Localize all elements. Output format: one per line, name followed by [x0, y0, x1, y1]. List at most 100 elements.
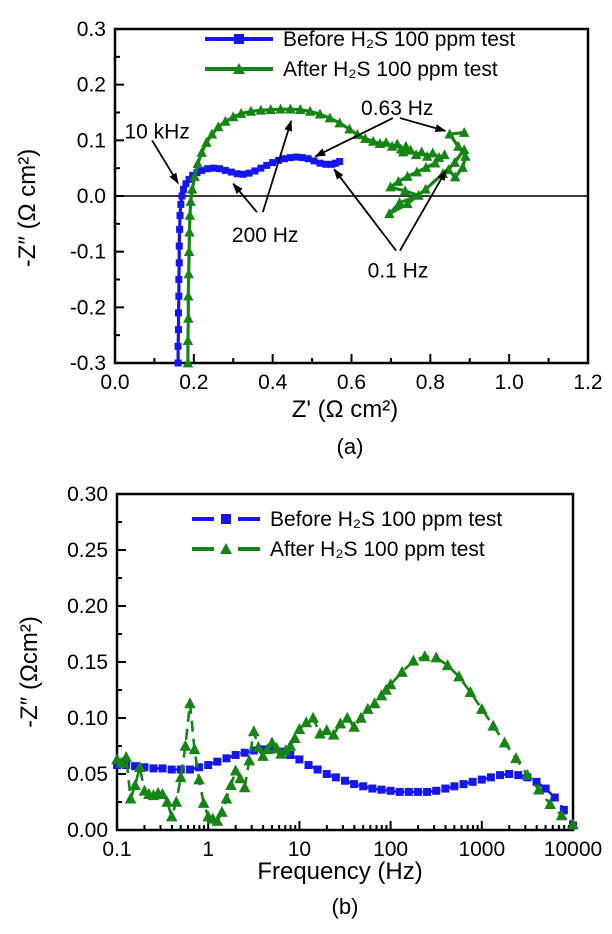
y-tick-label: -0.1 — [70, 241, 106, 264]
data-point-before-a — [251, 167, 259, 175]
data-point-before-b — [185, 765, 194, 774]
data-point-before-a — [336, 157, 344, 165]
data-point-after-b — [533, 783, 545, 795]
data-point-before-b — [477, 775, 486, 784]
data-point-after-b — [252, 740, 265, 752]
data-point-after-a — [213, 121, 224, 132]
data-point-after-a — [420, 162, 432, 172]
data-point-before-b — [258, 745, 267, 754]
series-line-before-a — [176, 155, 341, 363]
data-point-after-b — [555, 809, 568, 821]
data-point-before-b — [195, 763, 204, 772]
data-point-after-b — [334, 717, 347, 729]
data-point-after-a — [433, 152, 445, 162]
data-point-before-a — [210, 164, 218, 172]
data-point-before-b — [268, 745, 277, 754]
annotation-label: 0.1 Hz — [368, 259, 429, 282]
data-point-after-b — [407, 654, 420, 666]
data-point-after-b — [375, 689, 388, 701]
data-point-before-b — [322, 770, 331, 778]
data-point-before-a — [185, 175, 193, 183]
x-tick-label: 0.8 — [416, 371, 445, 394]
data-point-after-a — [384, 208, 395, 219]
data-point-after-a — [285, 103, 296, 114]
data-point-before-a — [180, 185, 188, 193]
data-point-after-b — [355, 711, 367, 723]
data-point-before-a — [263, 161, 271, 169]
data-point-before-b — [240, 748, 249, 757]
legend-label-before-b: Before H₂S 100 ppm test — [270, 507, 503, 531]
data-point-after-a — [206, 128, 218, 139]
data-point-after-b — [161, 795, 173, 807]
y-tick-label: -0.3 — [70, 352, 106, 375]
data-point-after-a — [255, 104, 267, 115]
data-point-after-b — [418, 650, 431, 662]
data-point-before-a — [174, 309, 182, 317]
legend-key-before-solid-icon — [205, 34, 273, 44]
data-point-after-a — [228, 111, 239, 122]
data-point-after-b — [396, 665, 408, 677]
annotation-label: 200 Hz — [232, 224, 299, 247]
data-point-before-b — [441, 784, 450, 793]
data-point-before-a — [316, 159, 324, 167]
annotation-arrow — [261, 119, 293, 213]
data-point-before-b — [368, 784, 377, 793]
legend-item-after-a: After H₂S 100 ppm test — [203, 57, 515, 81]
data-point-after-b — [341, 711, 354, 723]
data-point-after-a — [245, 105, 257, 116]
x-tick-label: 100 — [373, 838, 408, 861]
data-point-after-b — [380, 683, 392, 695]
data-point-after-a — [367, 135, 379, 146]
data-point-after-b — [487, 719, 500, 731]
data-point-after-b — [320, 724, 333, 736]
data-point-after-b — [521, 768, 534, 780]
plot-b-x-axis-title: Frequency (Hz) — [257, 858, 423, 885]
data-point-before-b — [459, 780, 468, 789]
data-point-after-a — [460, 150, 471, 161]
data-point-after-b — [238, 781, 251, 793]
data-point-after-a — [420, 183, 431, 194]
annotation-arrow — [314, 117, 394, 158]
data-point-before-b — [468, 777, 477, 786]
data-point-after-b — [115, 756, 128, 768]
data-point-before-b — [386, 786, 395, 795]
data-point-after-a — [196, 147, 207, 157]
data-point-after-a — [416, 146, 427, 157]
data-point-after-b — [266, 736, 278, 748]
data-point-after-b — [193, 773, 205, 785]
data-point-after-a — [421, 150, 433, 161]
data-point-after-b — [229, 764, 242, 776]
legend-item-before-b: Before H₂S 100 ppm test — [190, 507, 502, 531]
data-point-after-a — [275, 103, 286, 114]
data-point-after-a — [184, 226, 195, 237]
data-point-after-a — [304, 105, 316, 116]
data-point-after-a — [380, 136, 392, 147]
data-point-before-a — [178, 192, 186, 200]
plot-panel-a: 0.0 0.2 0.4 0.6 0.8 1.0 1.2 0.3 0.2 0.1 0.0 -0.1 -0.… — [70, 18, 603, 394]
data-point-after-a — [405, 144, 416, 155]
data-point-before-a — [322, 160, 330, 168]
data-point-before-b — [295, 755, 304, 764]
series-line-before-b — [117, 748, 575, 827]
data-point-after-b — [453, 670, 465, 682]
data-point-after-a — [183, 290, 194, 301]
caption-b: (b) — [331, 894, 359, 919]
data-point-before-a — [233, 170, 241, 178]
data-point-before-b — [213, 757, 222, 766]
data-point-after-b — [156, 787, 169, 799]
data-point-after-a — [385, 181, 396, 192]
data-point-after-a — [220, 115, 231, 126]
data-point-after-a — [183, 268, 194, 279]
data-point-before-b — [496, 771, 505, 780]
data-point-after-a — [314, 108, 326, 119]
data-point-after-b — [225, 779, 237, 790]
annotation-arrow — [399, 169, 447, 252]
data-point-after-a — [201, 136, 212, 147]
data-point-after-b — [179, 739, 192, 751]
data-point-before-a — [227, 168, 235, 176]
data-point-after-a — [185, 195, 196, 206]
data-point-after-b — [567, 818, 579, 830]
data-point-before-a — [245, 169, 253, 177]
legend-key-before-dashed-icon — [192, 514, 260, 524]
data-point-after-b — [175, 771, 187, 783]
